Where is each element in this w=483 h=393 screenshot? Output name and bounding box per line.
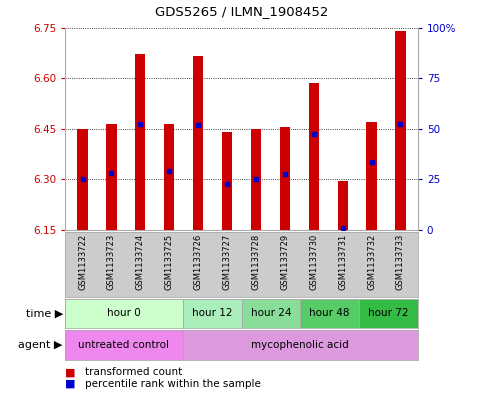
- Text: GSM1133732: GSM1133732: [367, 234, 376, 290]
- Text: GSM1133725: GSM1133725: [165, 234, 174, 290]
- Text: GSM1133723: GSM1133723: [107, 234, 116, 290]
- Bar: [106, 124, 116, 230]
- Text: ■: ■: [65, 367, 76, 377]
- Bar: [65, 330, 183, 360]
- Text: percentile rank within the sample: percentile rank within the sample: [85, 379, 260, 389]
- Text: GDS5265 / ILMN_1908452: GDS5265 / ILMN_1908452: [155, 5, 328, 18]
- Bar: [222, 132, 232, 230]
- Text: GSM1133733: GSM1133733: [396, 234, 405, 290]
- Text: time ▶: time ▶: [26, 309, 63, 318]
- Bar: [396, 31, 406, 230]
- Text: hour 48: hour 48: [310, 309, 350, 318]
- Bar: [242, 299, 300, 328]
- Bar: [135, 55, 145, 230]
- Bar: [183, 330, 418, 360]
- Text: agent ▶: agent ▶: [18, 340, 63, 350]
- Text: GSM1133724: GSM1133724: [136, 234, 145, 290]
- Bar: [77, 129, 87, 230]
- Text: hour 24: hour 24: [251, 309, 291, 318]
- Bar: [309, 83, 319, 230]
- Text: GSM1133731: GSM1133731: [338, 234, 347, 290]
- Text: hour 0: hour 0: [107, 309, 141, 318]
- Text: GSM1133722: GSM1133722: [78, 234, 87, 290]
- Text: GSM1133727: GSM1133727: [223, 234, 231, 290]
- Text: transformed count: transformed count: [85, 367, 182, 377]
- Bar: [367, 122, 377, 230]
- Bar: [164, 124, 174, 230]
- Text: mycophenolic acid: mycophenolic acid: [251, 340, 349, 350]
- Text: hour 12: hour 12: [192, 309, 232, 318]
- Bar: [193, 56, 203, 230]
- Bar: [183, 299, 242, 328]
- Bar: [338, 181, 348, 230]
- Text: GSM1133730: GSM1133730: [309, 234, 318, 290]
- Text: GSM1133729: GSM1133729: [280, 234, 289, 290]
- Text: GSM1133728: GSM1133728: [252, 234, 260, 290]
- Bar: [251, 129, 261, 230]
- Bar: [359, 299, 418, 328]
- Text: ■: ■: [65, 379, 76, 389]
- Text: untreated control: untreated control: [78, 340, 170, 350]
- Text: GSM1133726: GSM1133726: [194, 234, 203, 290]
- Bar: [280, 127, 290, 230]
- Text: hour 72: hour 72: [368, 309, 409, 318]
- Bar: [65, 299, 183, 328]
- Bar: [300, 299, 359, 328]
